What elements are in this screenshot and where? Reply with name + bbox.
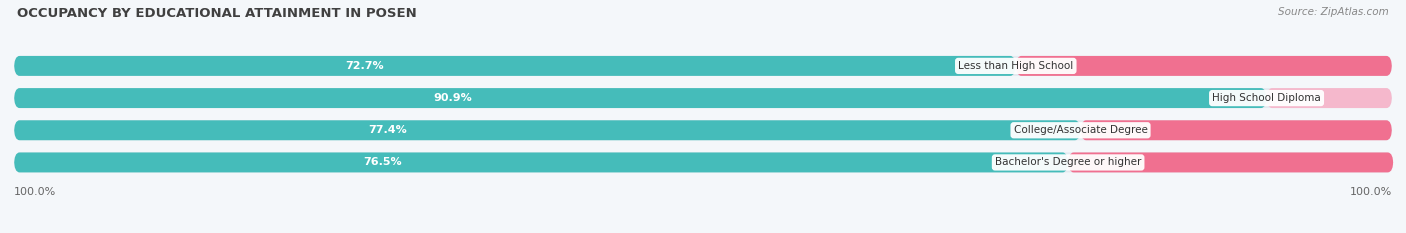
FancyBboxPatch shape <box>14 120 1392 140</box>
Text: 77.4%: 77.4% <box>368 125 406 135</box>
FancyBboxPatch shape <box>14 152 1392 172</box>
FancyBboxPatch shape <box>1015 56 1392 76</box>
Text: OCCUPANCY BY EDUCATIONAL ATTAINMENT IN POSEN: OCCUPANCY BY EDUCATIONAL ATTAINMENT IN P… <box>17 7 416 20</box>
FancyBboxPatch shape <box>14 88 1267 108</box>
FancyBboxPatch shape <box>14 56 1392 76</box>
FancyBboxPatch shape <box>14 120 1081 140</box>
FancyBboxPatch shape <box>14 88 1392 108</box>
Text: Bachelor's Degree or higher: Bachelor's Degree or higher <box>995 158 1142 168</box>
Text: 100.0%: 100.0% <box>14 187 56 197</box>
FancyBboxPatch shape <box>1081 120 1392 140</box>
Text: High School Diploma: High School Diploma <box>1212 93 1320 103</box>
FancyBboxPatch shape <box>1267 88 1392 108</box>
Text: 72.7%: 72.7% <box>346 61 384 71</box>
Text: 76.5%: 76.5% <box>364 158 402 168</box>
Legend: Owner-occupied, Renter-occupied: Owner-occupied, Renter-occupied <box>586 231 820 233</box>
FancyBboxPatch shape <box>1069 152 1393 172</box>
Text: College/Associate Degree: College/Associate Degree <box>1014 125 1147 135</box>
FancyBboxPatch shape <box>14 56 1015 76</box>
Text: Source: ZipAtlas.com: Source: ZipAtlas.com <box>1278 7 1389 17</box>
Text: 100.0%: 100.0% <box>1350 187 1392 197</box>
FancyBboxPatch shape <box>14 152 1069 172</box>
Text: Less than High School: Less than High School <box>957 61 1073 71</box>
Text: 90.9%: 90.9% <box>433 93 472 103</box>
